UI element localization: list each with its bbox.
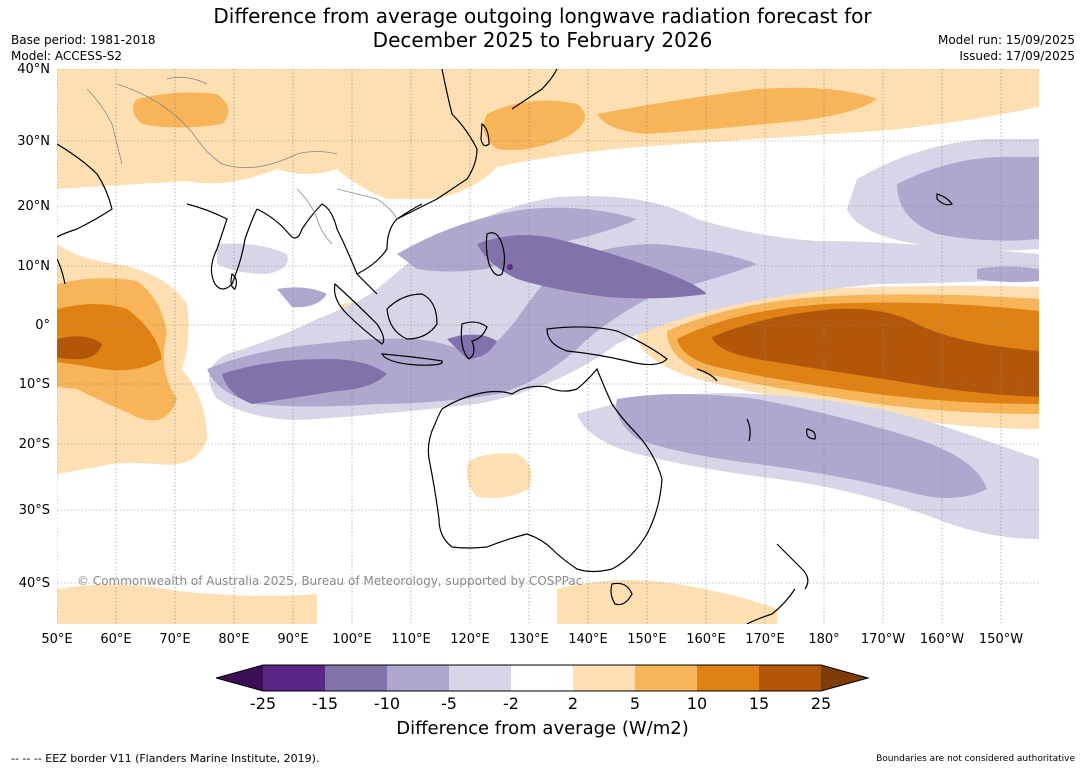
lat-label-20n: 20°N bbox=[17, 199, 50, 214]
colorbar-tick: -10 bbox=[373, 694, 401, 713]
lat-label-20s: 20°S bbox=[18, 437, 50, 452]
copyright-text: © Commonwealth of Australia 2025, Bureau… bbox=[77, 574, 582, 588]
lon-label-60e: 60°E bbox=[100, 632, 132, 647]
colorbar-tick: 15 bbox=[748, 694, 770, 713]
lat-label-10n: 10°N bbox=[17, 259, 50, 274]
colorbar-tick: 2 bbox=[567, 694, 579, 713]
map-title: Difference from average outgoing longwav… bbox=[0, 4, 1085, 52]
colorbar-arrow-min bbox=[216, 665, 263, 691]
colorbar-bin bbox=[697, 665, 759, 691]
lon-label-110e: 110°E bbox=[391, 632, 431, 647]
colorbar-tick: -15 bbox=[311, 694, 339, 713]
lon-label-170e: 170°E bbox=[745, 632, 785, 647]
lon-label-90e: 90°E bbox=[277, 632, 309, 647]
colorbar-bin bbox=[325, 665, 387, 691]
meta-right: Model run: 15/09/2025 Issued: 17/09/2025 bbox=[938, 32, 1075, 64]
model-run: Model run: 15/09/2025 bbox=[937, 33, 1075, 47]
lat-label-10s: 10°S bbox=[18, 377, 50, 392]
title-line-2: December 2025 to February 2026 bbox=[372, 28, 713, 52]
colorbar-bin bbox=[759, 665, 821, 691]
title-line-1: Difference from average outgoing longwav… bbox=[213, 4, 872, 28]
lon-label-160e: 160°E bbox=[686, 632, 726, 647]
lon-label-120e: 120°E bbox=[450, 632, 490, 647]
colorbar-tick: 10 bbox=[686, 694, 708, 713]
lat-label-40n: 40°N bbox=[17, 62, 50, 77]
colorbar-bin bbox=[511, 665, 573, 691]
meta-left: Base period: 1981-2018 Model: ACCESS-S2 bbox=[11, 32, 156, 64]
lon-label-180: 180° bbox=[808, 632, 840, 647]
eez-border-note: -- -- -- EEZ border V11 (Flanders Marine… bbox=[11, 752, 320, 765]
model-name: Model: ACCESS-S2 bbox=[11, 49, 123, 63]
country-borders bbox=[86, 76, 398, 245]
colorbar-bin bbox=[573, 665, 635, 691]
base-period: Base period: 1981-2018 bbox=[11, 33, 156, 47]
colorbar-bin bbox=[449, 665, 511, 691]
lat-label-30s: 30°S bbox=[18, 503, 50, 518]
colorbar-tick: 5 bbox=[629, 694, 641, 713]
colorbar bbox=[216, 664, 870, 692]
lon-label-160w: 160°W bbox=[919, 632, 965, 647]
boundaries-disclaimer: Boundaries are not considered authoritat… bbox=[876, 754, 1075, 764]
issued-date: Issued: 17/09/2025 bbox=[959, 49, 1075, 63]
lon-label-80e: 80°E bbox=[218, 632, 250, 647]
lon-label-140e: 140°E bbox=[568, 632, 608, 647]
coastlines bbox=[57, 69, 953, 624]
colorbar-tick: 25 bbox=[810, 694, 832, 713]
lon-label-50e: 50°E bbox=[41, 632, 73, 647]
lat-label-30n: 30°N bbox=[17, 134, 50, 149]
lon-label-130e: 130°E bbox=[509, 632, 549, 647]
colorbar-bin bbox=[263, 665, 325, 691]
colorbar-tick: -25 bbox=[249, 694, 277, 713]
lon-label-150e: 150°E bbox=[627, 632, 667, 647]
lon-label-100e: 100°E bbox=[332, 632, 372, 647]
lat-label-40s: 40°S bbox=[18, 576, 50, 591]
anomaly-shading bbox=[57, 69, 1039, 624]
colorbar-label: Difference from average (W/m2) bbox=[396, 718, 689, 739]
colorbar-arrow-max bbox=[821, 665, 868, 691]
colorbar-tick: -5 bbox=[441, 694, 457, 713]
lon-label-70e: 70°E bbox=[159, 632, 191, 647]
lat-label-eq: 0° bbox=[35, 318, 50, 333]
olr-anomaly-map: © Commonwealth of Australia 2025, Bureau… bbox=[57, 69, 1039, 624]
lon-label-150w: 150°W bbox=[978, 632, 1024, 647]
colorbar-bin bbox=[387, 665, 449, 691]
colorbar-tick: -2 bbox=[503, 694, 519, 713]
colorbar-bin bbox=[635, 665, 697, 691]
lon-label-170w: 170°W bbox=[860, 632, 906, 647]
